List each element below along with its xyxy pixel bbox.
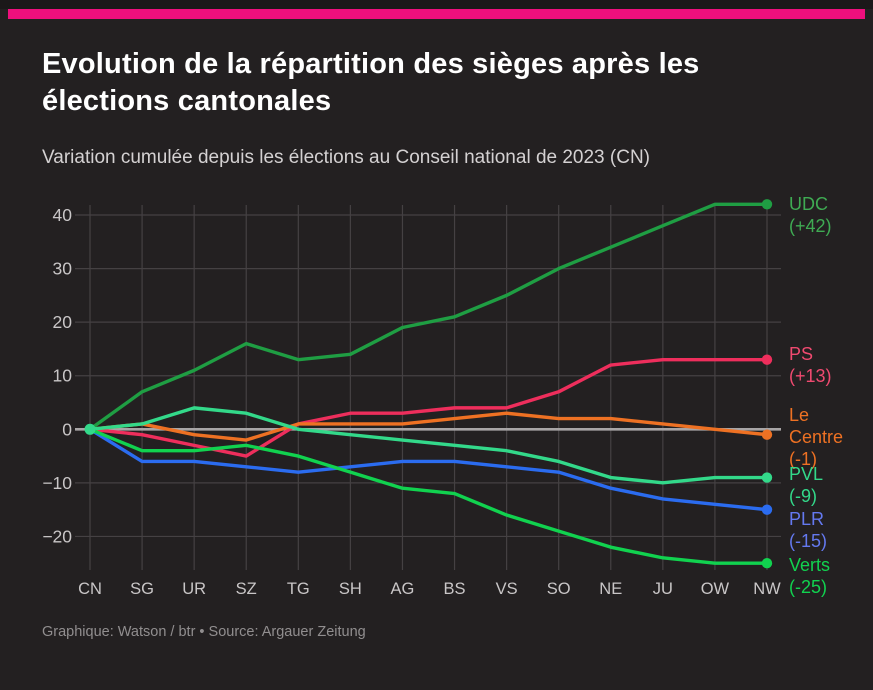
x-tick-label: BS [444,580,466,598]
page-title: Evolution de la répartition des sièges a… [42,48,700,117]
x-tick-label: UR [182,580,206,598]
x-tick-label: SH [339,580,362,598]
legend-item-verts: Verts (-25) [789,555,831,597]
series-line-verts [88,427,769,565]
legend-item-udc: UDC (+42) [789,194,832,236]
page-subtitle: Variation cumulée depuis les élections a… [42,147,650,168]
x-tick-label: SZ [236,580,257,598]
y-tick-label: 40 [53,205,73,225]
x-tick-label: SO [547,580,571,598]
source-note: Graphique: Watson / btr • Source: Argaue… [42,624,366,640]
series-endpoint-plr [761,504,773,515]
legend-item-pvl: PVL (-9) [789,464,824,506]
x-tick-label: AG [391,580,415,598]
series-line-ps [88,357,769,458]
y-tick-label: 20 [53,312,73,332]
accent-bar [8,9,865,19]
series-start-dot [84,423,96,435]
legend-item-plr: PLR (-15) [789,509,828,551]
x-tick-label: NW [753,580,781,598]
y-tick-label: 30 [53,259,73,279]
x-tick-label: CN [78,580,102,598]
y-tick-label: 0 [62,419,72,439]
legend-item-ps: PS (+13) [789,344,832,386]
series-line-le-centre [88,411,769,442]
x-tick-label: JU [653,580,673,598]
x-tick-label: TG [287,580,310,598]
x-tick-label: VS [496,580,518,598]
series-endpoint-udc [761,199,773,210]
legend-item-le-centre: Le Centre (-1) [789,405,844,469]
x-tick-label: SG [130,580,154,598]
series-line-pvl [88,406,769,485]
y-tick-label: 10 [53,366,73,386]
top-strip [0,0,873,9]
series-line-plr [88,427,769,512]
series-endpoint-verts [761,558,773,569]
y-tick-label: −10 [42,473,72,493]
series-line-udc [88,202,769,431]
series-endpoint-ps [761,354,773,365]
x-tick-label: OW [701,580,730,598]
series-endpoint-pvl [761,472,773,483]
x-tick-label: NE [599,580,622,598]
series-endpoint-le-centre [761,429,773,440]
y-tick-label: −20 [42,526,72,546]
